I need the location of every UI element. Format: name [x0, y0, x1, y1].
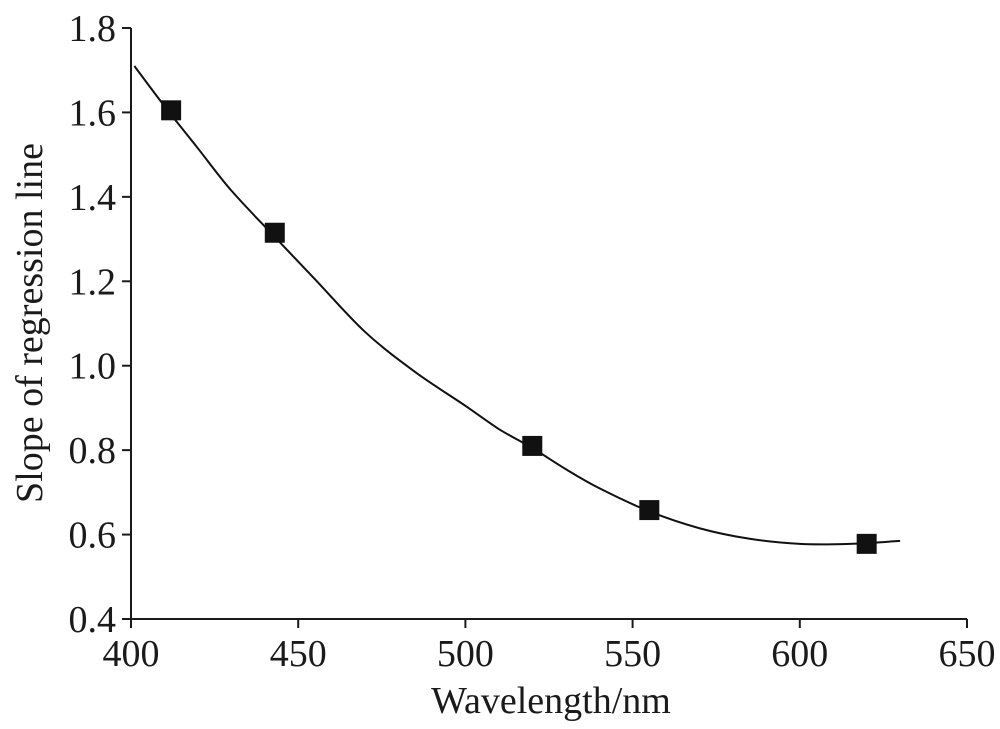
fitted-curve — [133, 65, 901, 546]
y-tick-label: 1.0 — [69, 346, 117, 388]
data-point-square-marker — [264, 222, 285, 243]
x-tick-label: 400 — [103, 633, 160, 675]
data-point-square-marker — [639, 500, 660, 521]
x-tick-label: 500 — [437, 633, 494, 675]
y-tick-label: 0.8 — [69, 430, 117, 472]
y-tick-label: 0.4 — [69, 599, 117, 641]
fitted-curve-line — [133, 65, 901, 546]
x-axis-title: Wavelength/nm — [431, 680, 671, 722]
x-tick-label: 550 — [604, 633, 661, 675]
x-tick-label: 650 — [939, 633, 996, 675]
tick-labels: 400 450 500 550 600 650 0.4 0.6 0.8 1.0 1.2 1.4 1.6 1… — [69, 8, 996, 675]
y-tick-label: 1.4 — [69, 177, 117, 219]
tick-marks — [122, 27, 968, 628]
y-axis-title: Slope of regression line — [9, 143, 51, 503]
x-tick-label: 600 — [771, 633, 828, 675]
y-tick-label: 0.6 — [69, 515, 117, 557]
y-tick-label: 1.6 — [69, 92, 117, 134]
y-tick-label: 1.2 — [69, 261, 117, 303]
data-point-square-marker — [161, 100, 182, 121]
data-point-square-marker — [522, 435, 543, 456]
data-point-square-marker — [856, 533, 877, 554]
data-points — [161, 100, 877, 554]
axes — [130, 28, 967, 620]
x-tick-label: 450 — [270, 633, 327, 675]
y-tick-label: 1.8 — [69, 8, 117, 50]
